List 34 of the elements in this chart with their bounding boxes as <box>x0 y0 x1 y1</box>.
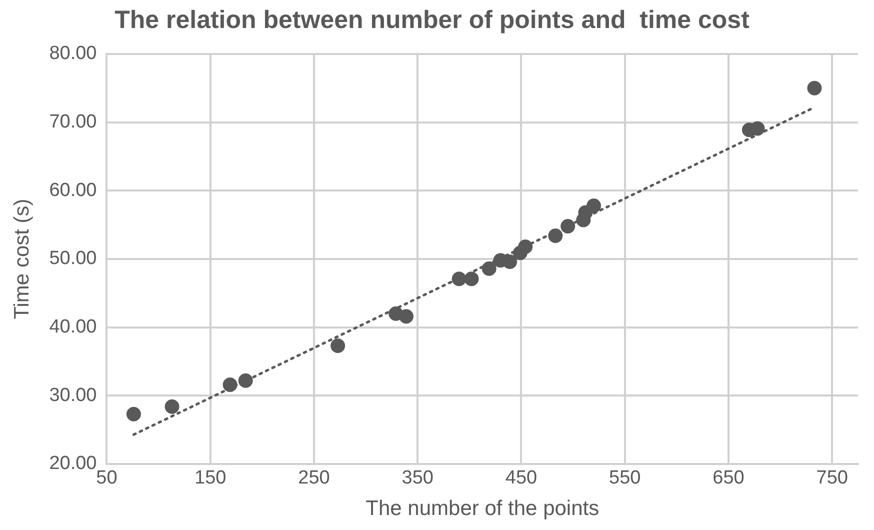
y-tick-label: 20.00 <box>49 453 97 474</box>
chart-title: The relation between number of points and time cost <box>114 6 750 34</box>
x-tick-label: 650 <box>712 468 744 489</box>
point <box>452 272 466 286</box>
point <box>586 198 602 213</box>
point <box>164 399 180 414</box>
point <box>560 218 576 234</box>
point <box>238 373 253 388</box>
point <box>548 228 563 244</box>
x-tick-label: 150 <box>194 468 226 489</box>
point <box>398 309 414 324</box>
point <box>222 377 238 392</box>
point <box>502 254 518 269</box>
x-tick-label: 50 <box>96 468 118 489</box>
y-tick-label: 50.00 <box>49 248 97 270</box>
point <box>126 406 141 422</box>
y-axis-title: Time cost (s) <box>10 198 34 320</box>
y-tick-label: 80.00 <box>49 43 97 64</box>
point <box>750 121 765 136</box>
point <box>330 338 346 354</box>
y-tick-label: 40.00 <box>49 316 97 338</box>
y-tick-label: 60.00 <box>49 180 97 201</box>
point <box>807 80 822 96</box>
point <box>464 272 479 286</box>
x-tick-label: 250 <box>298 468 330 489</box>
x-axis-title: The number of the points <box>366 497 600 520</box>
x-tick-label: 450 <box>505 468 538 489</box>
x-tick-label: 350 <box>402 468 434 489</box>
y-tick-label: 70.00 <box>49 112 97 133</box>
point <box>482 261 496 276</box>
y-tick-label: 30.00 <box>49 384 97 406</box>
x-tick-label: 750 <box>816 468 848 489</box>
point <box>518 239 533 254</box>
x-tick-label: 550 <box>609 468 641 489</box>
